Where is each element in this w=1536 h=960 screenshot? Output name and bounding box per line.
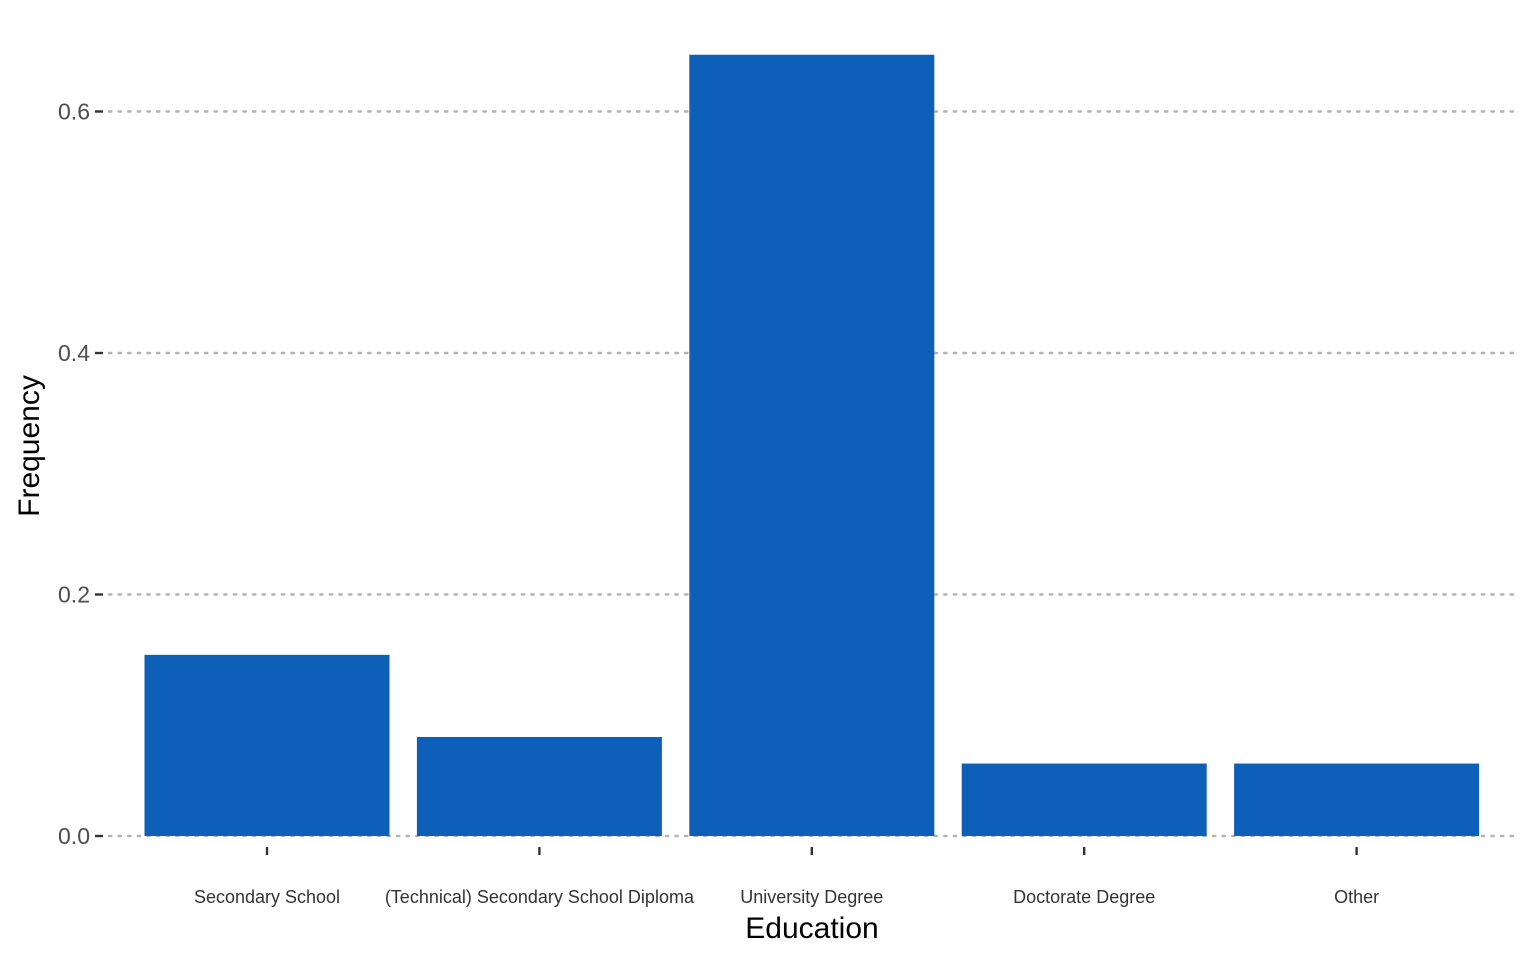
bar-4 bbox=[1234, 763, 1480, 836]
y-axis: 0.0 0.2 0.4 0.6 bbox=[58, 99, 103, 849]
x-tick-label-1: (Technical) Secondary School Diploma bbox=[385, 887, 695, 907]
bar-3 bbox=[961, 763, 1207, 836]
x-axis: Secondary School (Technical) Secondary Sc… bbox=[194, 847, 1379, 907]
y-tick-label-2: 0.4 bbox=[58, 340, 90, 366]
x-tick-label-4: Other bbox=[1334, 887, 1379, 907]
bar-2 bbox=[689, 54, 935, 837]
x-tick-label-2: University Degree bbox=[740, 887, 883, 907]
bar-1 bbox=[416, 736, 662, 836]
y-tick-label-3: 0.6 bbox=[58, 99, 90, 125]
y-tick-label-0: 0.0 bbox=[58, 823, 90, 849]
y-tick-label-1: 0.2 bbox=[58, 582, 90, 608]
x-tick-label-3: Doctorate Degree bbox=[1013, 887, 1155, 907]
x-axis-title: Education bbox=[745, 912, 878, 945]
bars bbox=[144, 54, 1480, 837]
x-tick-label-0: Secondary School bbox=[194, 887, 340, 907]
bar-0 bbox=[144, 654, 390, 836]
y-axis-title: Frequency bbox=[13, 375, 46, 517]
